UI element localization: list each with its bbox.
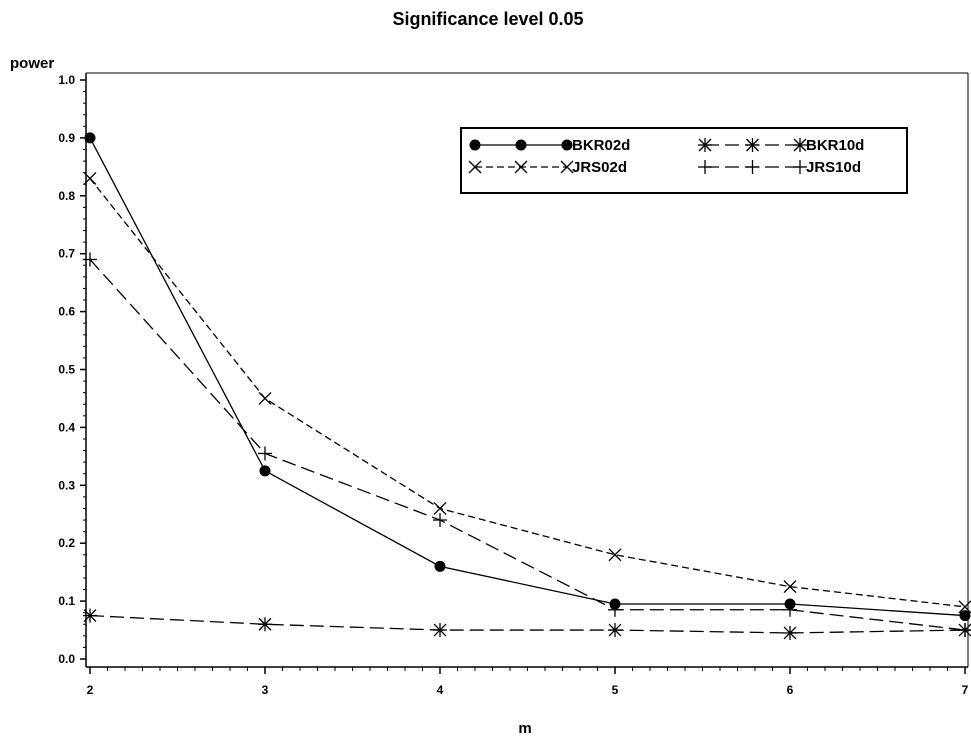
data-point-dot [959,610,971,622]
y-tick-label: 0.5 [58,363,75,377]
data-point-plus [83,252,97,267]
x-axis-title: m [518,720,531,737]
data-point-dot [561,139,573,151]
legend-label: JRS02d [572,159,627,176]
data-point-dot [434,560,446,572]
data-point-plus [793,160,807,174]
y-tick-label: 0.8 [58,189,75,203]
series-line-JRS02d [89,178,966,608]
data-point-star [83,608,97,623]
data-point-plus [608,602,622,617]
data-point-star [698,138,712,152]
legend-label: BKR10d [806,137,864,154]
y-axis-title: power [10,55,54,72]
x-tick-label: 7 [962,683,969,697]
data-point-dot [84,132,96,144]
legend-box [460,127,908,194]
tick-labels: 0.0 0.1 0.2 0.3 0.4 0.5 0.6 0.7 0.8 0.9 1.0 2 3 4 5 6 7 [58,73,968,697]
series-JRS02d [83,171,971,614]
series-line-JRS10d [89,259,966,631]
y-tick-label: 0.1 [58,594,75,608]
data-point-x [608,548,622,562]
data-point-dot [259,465,271,477]
data-point-star [608,623,622,638]
data-point-plus [258,446,272,461]
data-point-plus [433,513,447,528]
data-point-x [560,160,574,174]
x-tick-label: 2 [87,683,94,697]
legend-label: BKR02d [572,137,630,154]
data-point-star [745,138,760,152]
y-tick-label: 0.2 [58,536,75,550]
series-BKR10d [83,608,971,640]
data-point-dot [515,139,527,151]
data-point-x [514,160,528,174]
legend-entry-BKR02d: BKR02d [469,137,630,154]
data-point-x [433,502,447,515]
x-tick-label: 4 [437,683,444,697]
data-point-x [958,600,971,614]
series-line-BKR10d [89,614,966,634]
x-tick-label: 6 [787,683,794,697]
legend-entry-JRS10d: JRS10d [698,159,861,176]
data-point-star [258,617,272,632]
data-point-plus [698,160,712,174]
series-line-BKR02d [89,137,966,617]
y-tick-label: 1.0 [58,73,75,87]
x-tick-label: 3 [262,683,269,697]
x-tick-label: 5 [612,683,619,697]
data-point-plus [745,160,760,174]
legend-entry-BKR10d: BKR10d [698,137,864,154]
y-tick-label: 0.6 [58,305,75,319]
data-point-star [793,138,807,152]
y-tick-label: 0.4 [58,420,75,434]
data-point-x [783,580,797,594]
axis-ticks [80,79,966,674]
data-point-plus [958,623,971,638]
series-BKR02d [84,132,971,622]
series-layer [83,132,971,640]
series-JRS10d [83,252,971,638]
data-point-star [433,623,447,638]
data-point-x [468,160,482,174]
y-tick-label: 0.9 [58,131,75,145]
y-tick-label: 0.3 [58,478,75,492]
data-point-x [83,171,97,185]
data-point-plus [783,602,797,617]
data-point-x [258,391,272,405]
data-point-star [783,625,797,640]
data-point-dot [469,139,481,151]
y-tick-label: 0.7 [58,247,75,261]
y-tick-label: 0.0 [58,652,75,666]
legend-entry-JRS02d: JRS02d [468,159,627,176]
legend-label: JRS10d [806,159,861,176]
chart-title: Significance level 0.05 [392,9,583,29]
legend: BKR02d BKR10d JRS02d JRS10d [460,127,908,194]
